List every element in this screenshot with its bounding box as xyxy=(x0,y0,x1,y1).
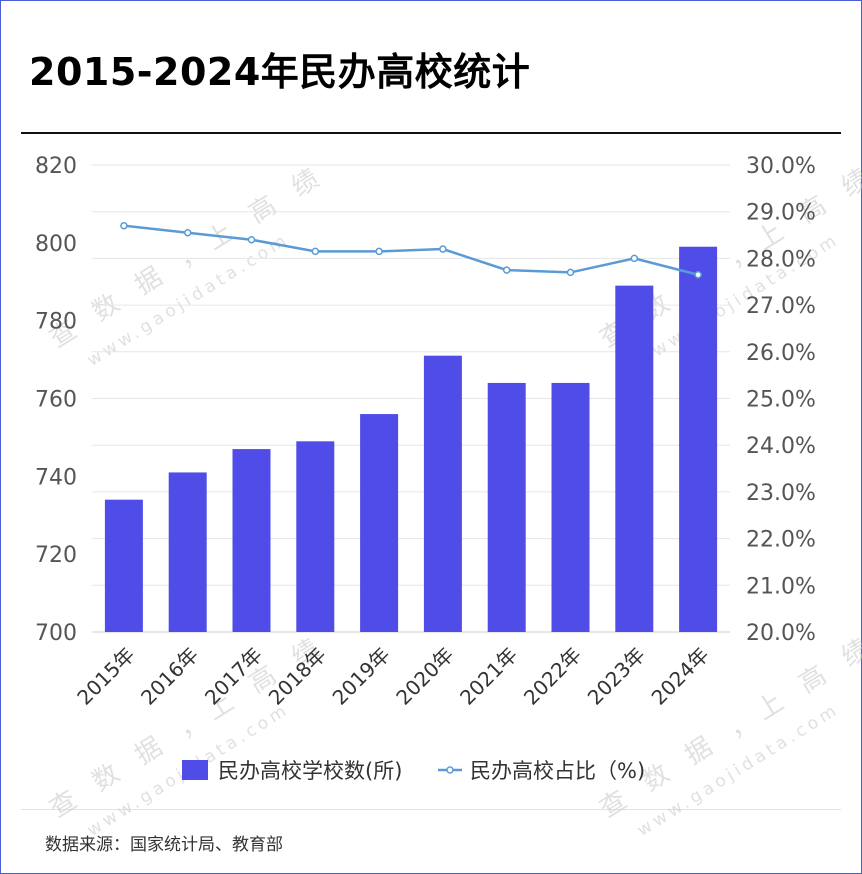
y-right-tick: 20.0% xyxy=(746,621,816,646)
line-point xyxy=(311,247,320,256)
legend-bar-swatch xyxy=(182,760,208,780)
line-point xyxy=(630,254,639,263)
x-tick: 2021年 xyxy=(455,643,522,710)
line-point xyxy=(120,221,128,230)
line-point xyxy=(375,247,383,256)
y-right-tick: 25.0% xyxy=(746,388,816,413)
line-path xyxy=(123,224,699,276)
x-tick: 2015年 xyxy=(72,643,139,710)
line-point xyxy=(694,270,702,279)
y-left-tick: 780 xyxy=(35,310,77,335)
bar xyxy=(168,472,207,632)
y-left-tick: 700 xyxy=(35,621,77,646)
footer-divider xyxy=(21,809,841,810)
bar xyxy=(296,441,335,632)
line-point xyxy=(502,266,511,274)
bar xyxy=(615,285,654,632)
legend: 民办高校学校数(所) 民办高校占比（%) xyxy=(182,759,645,783)
legend-bar-label: 民办高校学校数(所) xyxy=(218,759,402,783)
y-right-tick: 27.0% xyxy=(746,294,816,319)
y-left-tick: 740 xyxy=(35,465,77,490)
y-left-tick: 760 xyxy=(35,388,77,413)
bar xyxy=(679,246,718,632)
bar xyxy=(487,382,526,632)
line-point xyxy=(183,228,192,237)
line-point xyxy=(566,268,575,277)
line-point xyxy=(247,235,256,244)
left-axis-ticks: 700 720 740 760 780 800 820 xyxy=(35,154,77,646)
line-series xyxy=(120,221,702,279)
bar xyxy=(104,499,143,632)
y-right-tick: 28.0% xyxy=(746,247,816,272)
x-axis-ticks: 2015年2016年2017年2018年2019年2020年2021年2022年… xyxy=(72,643,713,710)
y-left-tick: 820 xyxy=(35,154,77,179)
y-right-tick: 24.0% xyxy=(746,434,816,459)
legend-line-marker xyxy=(446,766,454,774)
legend-line-label: 民办高校占比（%) xyxy=(470,759,645,783)
y-right-tick: 30.0% xyxy=(746,154,816,179)
bar-series xyxy=(104,246,718,632)
watermark-text: 查 数 据 ，上 高 绩 xyxy=(45,160,332,355)
x-tick: 2019年 xyxy=(328,643,395,710)
bar xyxy=(423,355,462,632)
line-point xyxy=(439,245,447,253)
right-axis-ticks: 20.0% 21.0% 22.0% 23.0% 24.0% 25.0% 26.0% 27.0%… xyxy=(746,154,816,646)
bar xyxy=(551,382,590,632)
x-tick: 2022年 xyxy=(519,643,586,710)
bar xyxy=(232,449,271,632)
y-left-tick: 720 xyxy=(35,543,77,568)
x-tick: 2016年 xyxy=(136,643,203,710)
y-right-tick: 29.0% xyxy=(746,201,816,226)
y-left-tick: 800 xyxy=(35,232,77,257)
bar xyxy=(360,414,399,632)
y-right-tick: 23.0% xyxy=(746,481,816,506)
x-tick: 2024年 xyxy=(647,643,714,710)
y-right-tick: 26.0% xyxy=(746,341,816,366)
chart-title: 2015-2024年民办高校统计 xyxy=(29,50,531,94)
y-right-tick: 21.0% xyxy=(746,574,816,599)
source-note: 数据来源：国家统计局、教育部 xyxy=(45,835,283,855)
x-tick: 2023年 xyxy=(583,643,650,710)
y-right-tick: 22.0% xyxy=(746,528,816,553)
x-tick: 2020年 xyxy=(391,643,458,710)
title-divider xyxy=(21,132,841,134)
